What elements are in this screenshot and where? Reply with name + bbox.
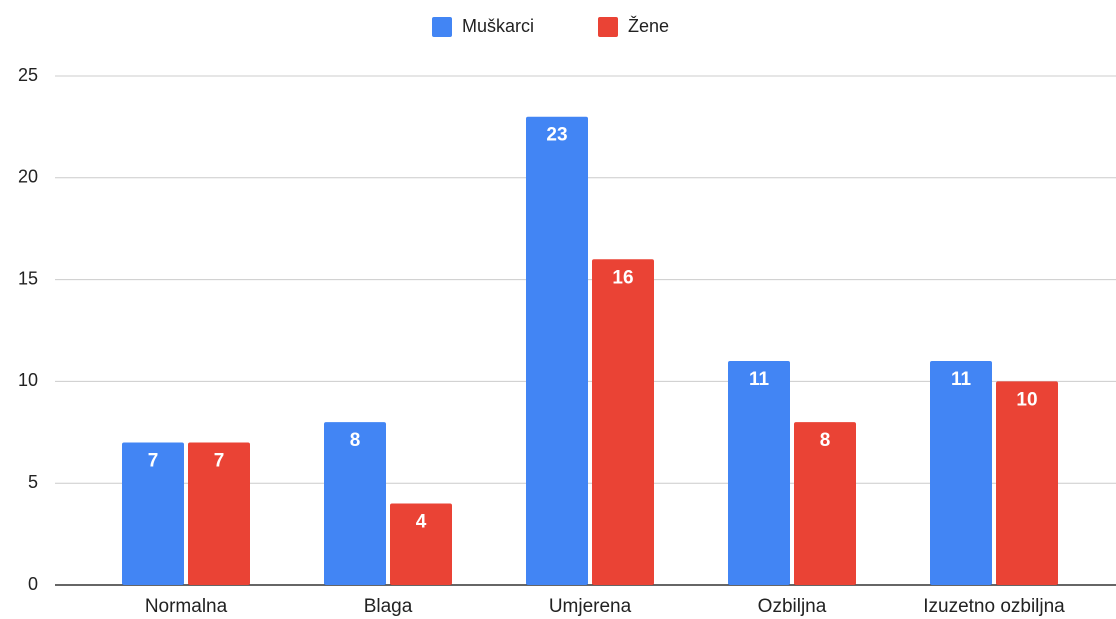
data-label: 11 <box>951 369 972 390</box>
bar <box>188 442 250 585</box>
data-label: 4 <box>416 512 427 533</box>
data-label: 8 <box>350 430 361 451</box>
data-label: 7 <box>148 450 159 471</box>
bar <box>390 503 452 585</box>
data-label: 7 <box>214 450 225 471</box>
bar <box>996 381 1058 585</box>
bar <box>930 361 992 585</box>
legend-label: Muškarci <box>462 16 534 36</box>
y-tick-label: 15 <box>18 268 38 288</box>
data-label: 8 <box>820 430 831 451</box>
x-tick-label: Umjerena <box>549 596 632 617</box>
bar <box>122 442 184 585</box>
y-tick-label: 25 <box>18 65 38 85</box>
legend-swatch <box>598 17 618 37</box>
x-tick-label: Izuzetno ozbiljna <box>923 596 1065 617</box>
legend-label: Žene <box>628 16 669 36</box>
bar <box>324 422 386 585</box>
x-tick-label: Blaga <box>364 596 413 617</box>
y-tick-label: 0 <box>28 574 38 594</box>
y-tick-label: 5 <box>28 472 38 492</box>
bar <box>592 259 654 585</box>
x-tick-label: Ozbiljna <box>758 596 827 617</box>
x-tick-label: Normalna <box>145 596 228 617</box>
data-label: 23 <box>546 125 567 146</box>
bar <box>794 422 856 585</box>
legend-swatch <box>432 17 452 37</box>
y-tick-label: 10 <box>18 370 38 390</box>
bar <box>526 116 588 585</box>
data-label: 16 <box>612 267 633 288</box>
y-tick-label: 20 <box>18 167 38 187</box>
data-label: 11 <box>749 369 770 390</box>
bar <box>728 361 790 585</box>
data-label: 10 <box>1016 389 1037 410</box>
